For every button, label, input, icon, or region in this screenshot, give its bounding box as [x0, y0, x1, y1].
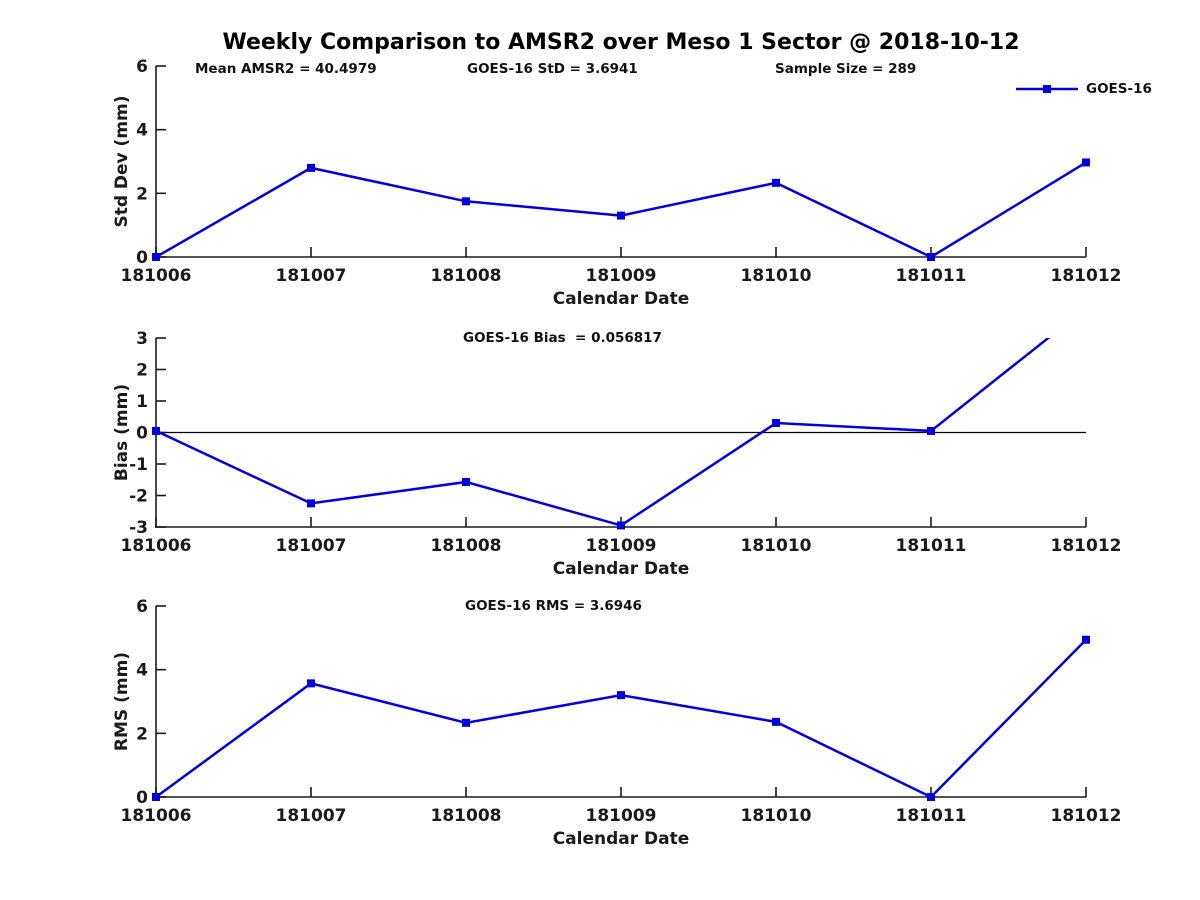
- x-tick-label: 181006: [121, 266, 192, 286]
- x-tick-label: 181008: [431, 266, 502, 286]
- y-tick-label: -3: [129, 518, 148, 538]
- x-tick-label: 181010: [741, 266, 812, 286]
- y-axis-label: RMS (mm): [112, 652, 132, 751]
- x-tick-label: 181012: [1051, 536, 1122, 556]
- y-tick-label: 0: [136, 248, 148, 268]
- legend-line-marker-icon: [1016, 85, 1078, 93]
- x-tick-label: 181010: [741, 806, 812, 826]
- data-point-marker: [617, 691, 625, 700]
- x-tick-label: 181011: [896, 266, 967, 286]
- data-point-marker: [152, 426, 160, 435]
- data-point-marker: [307, 679, 315, 688]
- x-tick-label: 181011: [896, 806, 967, 826]
- y-tick-label: 4: [136, 661, 148, 681]
- y-tick-label: 6: [136, 57, 148, 77]
- annotation-mean-amsr2: Mean AMSR2 = 40.4979: [195, 61, 377, 77]
- y-tick-label: 1: [136, 392, 148, 412]
- annotation-goes16-bias: GOES-16 Bias = 0.056817: [463, 330, 662, 346]
- x-tick-label: 181008: [431, 536, 502, 556]
- data-point-marker: [462, 477, 470, 486]
- annotation-goes16-rms: GOES-16 RMS = 3.6946: [465, 598, 642, 614]
- y-axis-label: Bias (mm): [112, 384, 132, 481]
- x-tick-label: 181011: [896, 536, 967, 556]
- x-tick-label: 181010: [741, 536, 812, 556]
- y-tick-label: 3: [136, 329, 148, 349]
- y-tick-label: 2: [136, 724, 148, 744]
- data-point-marker: [927, 426, 935, 435]
- data-point-marker: [307, 163, 315, 172]
- x-tick-label: 181007: [276, 266, 347, 286]
- annotation-goes16-std: GOES-16 StD = 3.6941: [467, 61, 638, 77]
- x-tick-label: 181012: [1051, 266, 1122, 286]
- x-axis-label: Calendar Date: [553, 289, 690, 309]
- y-tick-label: 6: [136, 597, 148, 617]
- data-point-marker: [462, 197, 470, 206]
- y-axis-label: Std Dev (mm): [112, 95, 132, 227]
- data-point-marker: [617, 521, 625, 530]
- annotation-sample-size: Sample Size = 289: [775, 61, 917, 77]
- subplot-3: 181006 181007 181008 181009 181010 181011 1810…: [112, 597, 1121, 849]
- subplot-1: 181006 181007 181008 181009 181010 181011 1810…: [112, 57, 1121, 309]
- data-point-marker: [1082, 158, 1090, 167]
- x-tick-label: 181012: [1051, 806, 1122, 826]
- legend-label: GOES-16: [1086, 81, 1152, 97]
- x-tick-label: 181007: [276, 806, 347, 826]
- x-tick-label: 181009: [586, 536, 657, 556]
- data-point-marker: [772, 717, 780, 726]
- data-point-marker: [772, 178, 780, 187]
- x-axis-label: Calendar Date: [553, 559, 690, 579]
- subplot-2: 181006 181007 181008 181009 181010 181011 1810…: [112, 329, 1122, 579]
- x-tick-label: 181008: [431, 806, 502, 826]
- y-tick-label: 4: [136, 121, 148, 141]
- y-tick-label: 2: [136, 361, 148, 381]
- y-tick-label: 2: [136, 184, 148, 204]
- figure-title: Weekly Comparison to AMSR2 over Meso 1 S…: [222, 30, 1020, 55]
- x-tick-label: 181009: [586, 266, 657, 286]
- data-point-marker: [617, 211, 625, 220]
- y-tick-label: 0: [136, 424, 148, 444]
- data-point-marker: [927, 793, 935, 801]
- data-point-marker: [152, 253, 160, 261]
- x-tick-label: 181006: [121, 806, 192, 826]
- legend: GOES-16: [1016, 81, 1152, 97]
- data-point-marker: [1082, 635, 1090, 644]
- x-tick-label: 181007: [276, 536, 347, 556]
- series-line: [155, 161, 1087, 258]
- y-tick-label: 0: [136, 788, 148, 808]
- x-tick-label: 181006: [121, 536, 192, 556]
- y-tick-label: -1: [129, 455, 148, 475]
- y-tick-label: -2: [129, 487, 148, 507]
- data-point-marker: [307, 499, 315, 508]
- data-point-marker: [462, 718, 470, 727]
- series-line: [155, 638, 1087, 798]
- data-point-marker: [152, 793, 160, 801]
- x-tick-label: 181009: [586, 806, 657, 826]
- data-point-marker: [772, 419, 780, 428]
- x-axis-label: Calendar Date: [553, 829, 690, 849]
- data-point-marker: [927, 253, 935, 261]
